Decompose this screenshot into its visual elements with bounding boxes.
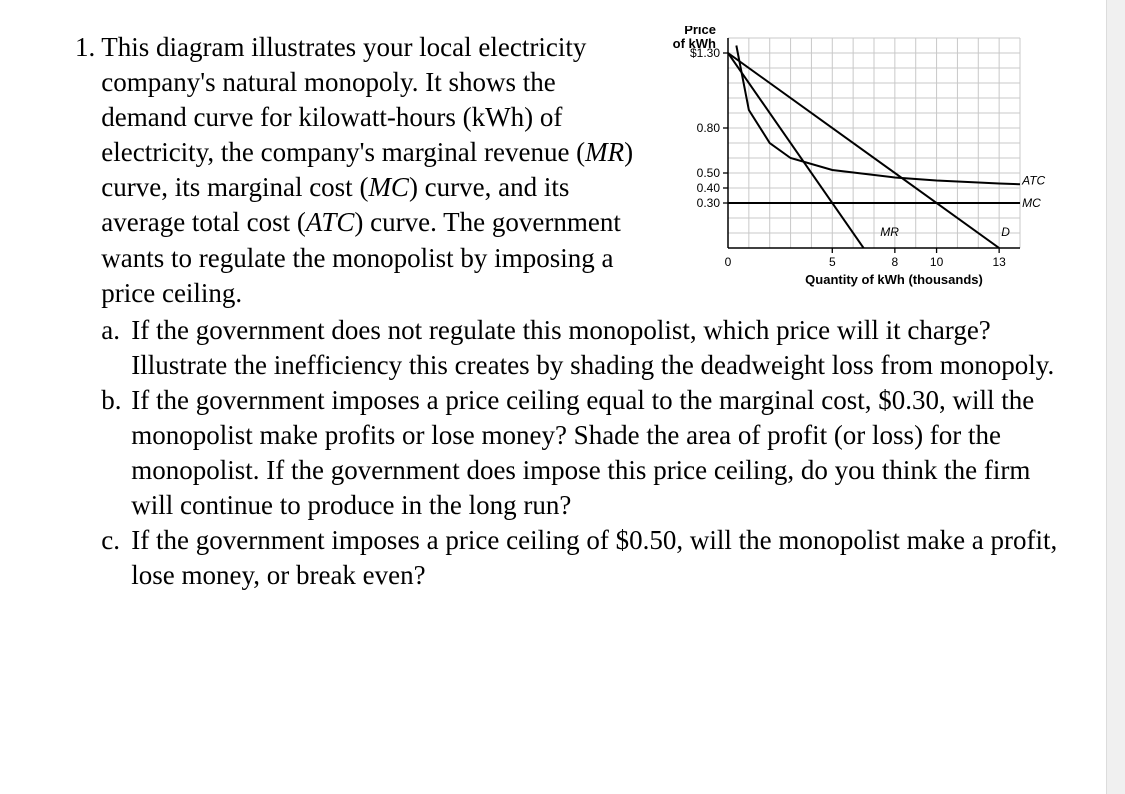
part-letter: a. [101, 313, 131, 348]
part-c-text: If the government imposes a price ceilin… [131, 523, 1065, 593]
svg-text:MR: MR [880, 225, 899, 239]
svg-text:MC: MC [1022, 196, 1041, 210]
scrollbar[interactable] [1106, 0, 1125, 794]
intro-atc: ATC [306, 207, 355, 237]
problem-body: $1.300.800.500.400.300581013Priceof kWhQ… [101, 30, 1065, 594]
problem: 1. $1.300.800.500.400.300581013Priceof k… [75, 30, 1065, 594]
svg-text:D: D [1001, 225, 1010, 239]
monopoly-chart: $1.300.800.500.400.300581013Priceof kWhQ… [650, 26, 1065, 296]
svg-text:0.40: 0.40 [697, 181, 721, 195]
intro-p1: This diagram illustrates your local elec… [101, 32, 586, 167]
svg-text:ATC: ATC [1021, 174, 1045, 188]
intro-wrap: $1.300.800.500.400.300581013Priceof kWhQ… [101, 30, 1065, 311]
part-c: c. If the government imposes a price cei… [101, 523, 1065, 593]
svg-text:of kWh: of kWh [673, 36, 716, 51]
svg-text:0.80: 0.80 [697, 121, 721, 135]
svg-text:10: 10 [930, 255, 944, 269]
part-letter: b. [101, 383, 131, 418]
svg-text:0.30: 0.30 [697, 196, 721, 210]
part-a: a. If the government does not regulate t… [101, 313, 1065, 383]
part-a-text: If the government does not regulate this… [131, 313, 1065, 383]
svg-text:13: 13 [992, 255, 1006, 269]
part-letter: c. [101, 523, 131, 558]
svg-text:0: 0 [725, 255, 732, 269]
intro-mr: MR [585, 137, 624, 167]
svg-text:Quantity of kWh (thousands): Quantity of kWh (thousands) [805, 272, 983, 287]
intro-mc: MC [368, 172, 409, 202]
sub-list: a. If the government does not regulate t… [101, 313, 1065, 594]
part-b: b. If the government imposes a price cei… [101, 383, 1065, 523]
intro-text: This diagram illustrates your local elec… [101, 32, 633, 308]
page: 1. $1.300.800.500.400.300581013Priceof k… [0, 0, 1125, 624]
svg-text:8: 8 [892, 255, 899, 269]
svg-text:0.50: 0.50 [697, 166, 721, 180]
part-b-text: If the government imposes a price ceilin… [131, 383, 1065, 523]
problem-number: 1. [75, 30, 95, 65]
svg-text:5: 5 [829, 255, 836, 269]
